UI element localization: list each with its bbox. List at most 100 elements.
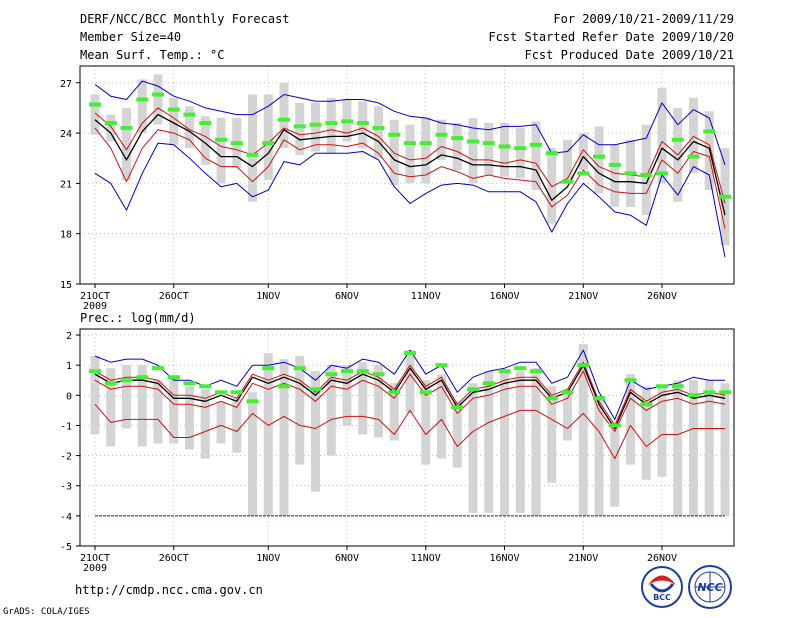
- temp-range-box: [295, 102, 305, 155]
- prec-median-mark: [89, 369, 101, 374]
- prec-ytick-label: 2: [66, 331, 72, 342]
- prec-median-mark: [514, 366, 527, 371]
- prec-line-spread-upper: [94, 361, 726, 426]
- temp-xtick-label: 6NOV: [335, 291, 359, 302]
- source-url[interactable]: http://cmdp.ncc.cma.gov.cn: [75, 583, 263, 597]
- prec-median-mark: [230, 390, 243, 395]
- temp-median-mark: [545, 151, 558, 156]
- prec-range-box: [531, 368, 541, 516]
- temp-median-mark: [467, 139, 479, 144]
- temp-xtick-label: 16NOV: [489, 291, 519, 302]
- temp-median-mark: [482, 141, 495, 146]
- prec-xtick-label: 21OCT: [80, 553, 110, 564]
- temp-xtick-label: 11NOV: [411, 291, 441, 302]
- prec-median-mark: [719, 390, 731, 395]
- prec-line-min: [94, 403, 725, 460]
- temp-median-mark: [325, 121, 338, 126]
- temp-xtick-label: 1NOV: [256, 291, 280, 302]
- prec-range-box: [657, 386, 667, 477]
- ncc-logo-text: NCC: [697, 581, 722, 594]
- temp-range-box: [594, 126, 604, 194]
- temp-median-mark: [656, 171, 668, 176]
- temp-range-box: [452, 123, 462, 170]
- prec-range-box: [106, 368, 116, 447]
- temp-range-box: [279, 82, 289, 149]
- temp-line-min: [94, 142, 726, 258]
- temp-median-mark: [561, 179, 574, 184]
- temp-range-box: [374, 106, 383, 159]
- prec-range-box: [185, 386, 194, 450]
- temp-median-mark: [136, 97, 149, 102]
- temp-ytick-label: 15: [60, 280, 72, 291]
- prec-median-mark: [435, 363, 448, 368]
- prec-range-box: [295, 356, 305, 465]
- temp-range-box: [169, 97, 179, 145]
- prec-range-box: [169, 377, 179, 444]
- forecast-period: For 2009/10/21-2009/11/29: [553, 12, 734, 26]
- temp-median-mark: [167, 107, 180, 112]
- prec-median-mark: [167, 375, 180, 380]
- prec-range-box: [704, 380, 714, 516]
- prec-median-mark: [136, 375, 149, 380]
- temp-line-max: [94, 80, 726, 166]
- prec-range-box: [720, 383, 730, 516]
- temp-ytick-label: 21: [60, 179, 72, 190]
- prec-median-mark: [356, 369, 369, 374]
- temp-range-box: [248, 94, 257, 202]
- prec-median-mark: [199, 384, 212, 389]
- temp-xtick-label: 21OCT: [80, 291, 110, 302]
- prec-range-box: [137, 365, 147, 447]
- temp-range-box: [421, 117, 431, 184]
- prec-ytick-label: -2: [60, 452, 72, 463]
- prec-median-mark: [419, 390, 432, 395]
- temp-median-mark: [608, 162, 621, 167]
- temp-median-mark: [356, 121, 369, 126]
- prec-xtick-label: 6NOV: [335, 553, 359, 564]
- temp-median-mark: [687, 154, 700, 159]
- temp-median-mark: [341, 119, 353, 124]
- prec-range-box: [232, 398, 242, 453]
- temp-frame: [79, 65, 735, 285]
- prec-ytick-label: 0: [66, 391, 72, 402]
- prec-range-box: [122, 365, 131, 429]
- prec-ytick-label: -1: [60, 421, 72, 432]
- prec-median-mark: [278, 384, 290, 389]
- prec-range-box: [200, 389, 210, 459]
- temp-range-box: [563, 139, 572, 184]
- prec-median-mark: [341, 369, 353, 374]
- prec-range-box: [248, 392, 257, 516]
- temp-range-box: [90, 94, 100, 135]
- temp-range-box: [200, 116, 210, 165]
- prec-median-mark: [451, 405, 464, 410]
- prec-range-box: [374, 365, 383, 438]
- prec-median-mark: [388, 390, 401, 395]
- temp-range-box: [610, 144, 620, 207]
- prec-median-mark: [624, 378, 637, 383]
- prec-range-box: [500, 371, 509, 516]
- temp-median-mark: [309, 122, 322, 127]
- prec-xtick-year: 2009: [83, 563, 107, 574]
- temp-range-box: [578, 133, 588, 170]
- prec-range-box: [673, 380, 683, 516]
- prec-median-mark: [152, 366, 164, 371]
- temp-ytick-label: 24: [60, 129, 72, 140]
- temp-median-mark: [120, 126, 133, 131]
- temp-median-mark: [593, 154, 605, 159]
- prec-range-box: [389, 383, 399, 441]
- temp-range-box: [437, 119, 446, 160]
- temp-median-mark: [640, 173, 653, 177]
- temp-range-box: [216, 117, 226, 184]
- refer-date: Fcst Started Refer Date 2009/10/20: [488, 30, 734, 44]
- prec-range-box: [563, 389, 572, 441]
- prec-xtick-label: 21NOV: [568, 553, 598, 564]
- prec-line-spread-lower: [94, 370, 726, 432]
- temp-xtick-label: 26OCT: [159, 291, 189, 302]
- temp-range-box: [531, 121, 541, 191]
- temp-range-box: [122, 107, 131, 181]
- prec-median-mark: [467, 387, 479, 392]
- temp-range-box: [106, 114, 116, 142]
- prec-median-mark: [671, 384, 684, 389]
- temp-range-box: [657, 87, 667, 184]
- temp-range-box: [641, 124, 651, 216]
- temp-range-box: [468, 117, 478, 184]
